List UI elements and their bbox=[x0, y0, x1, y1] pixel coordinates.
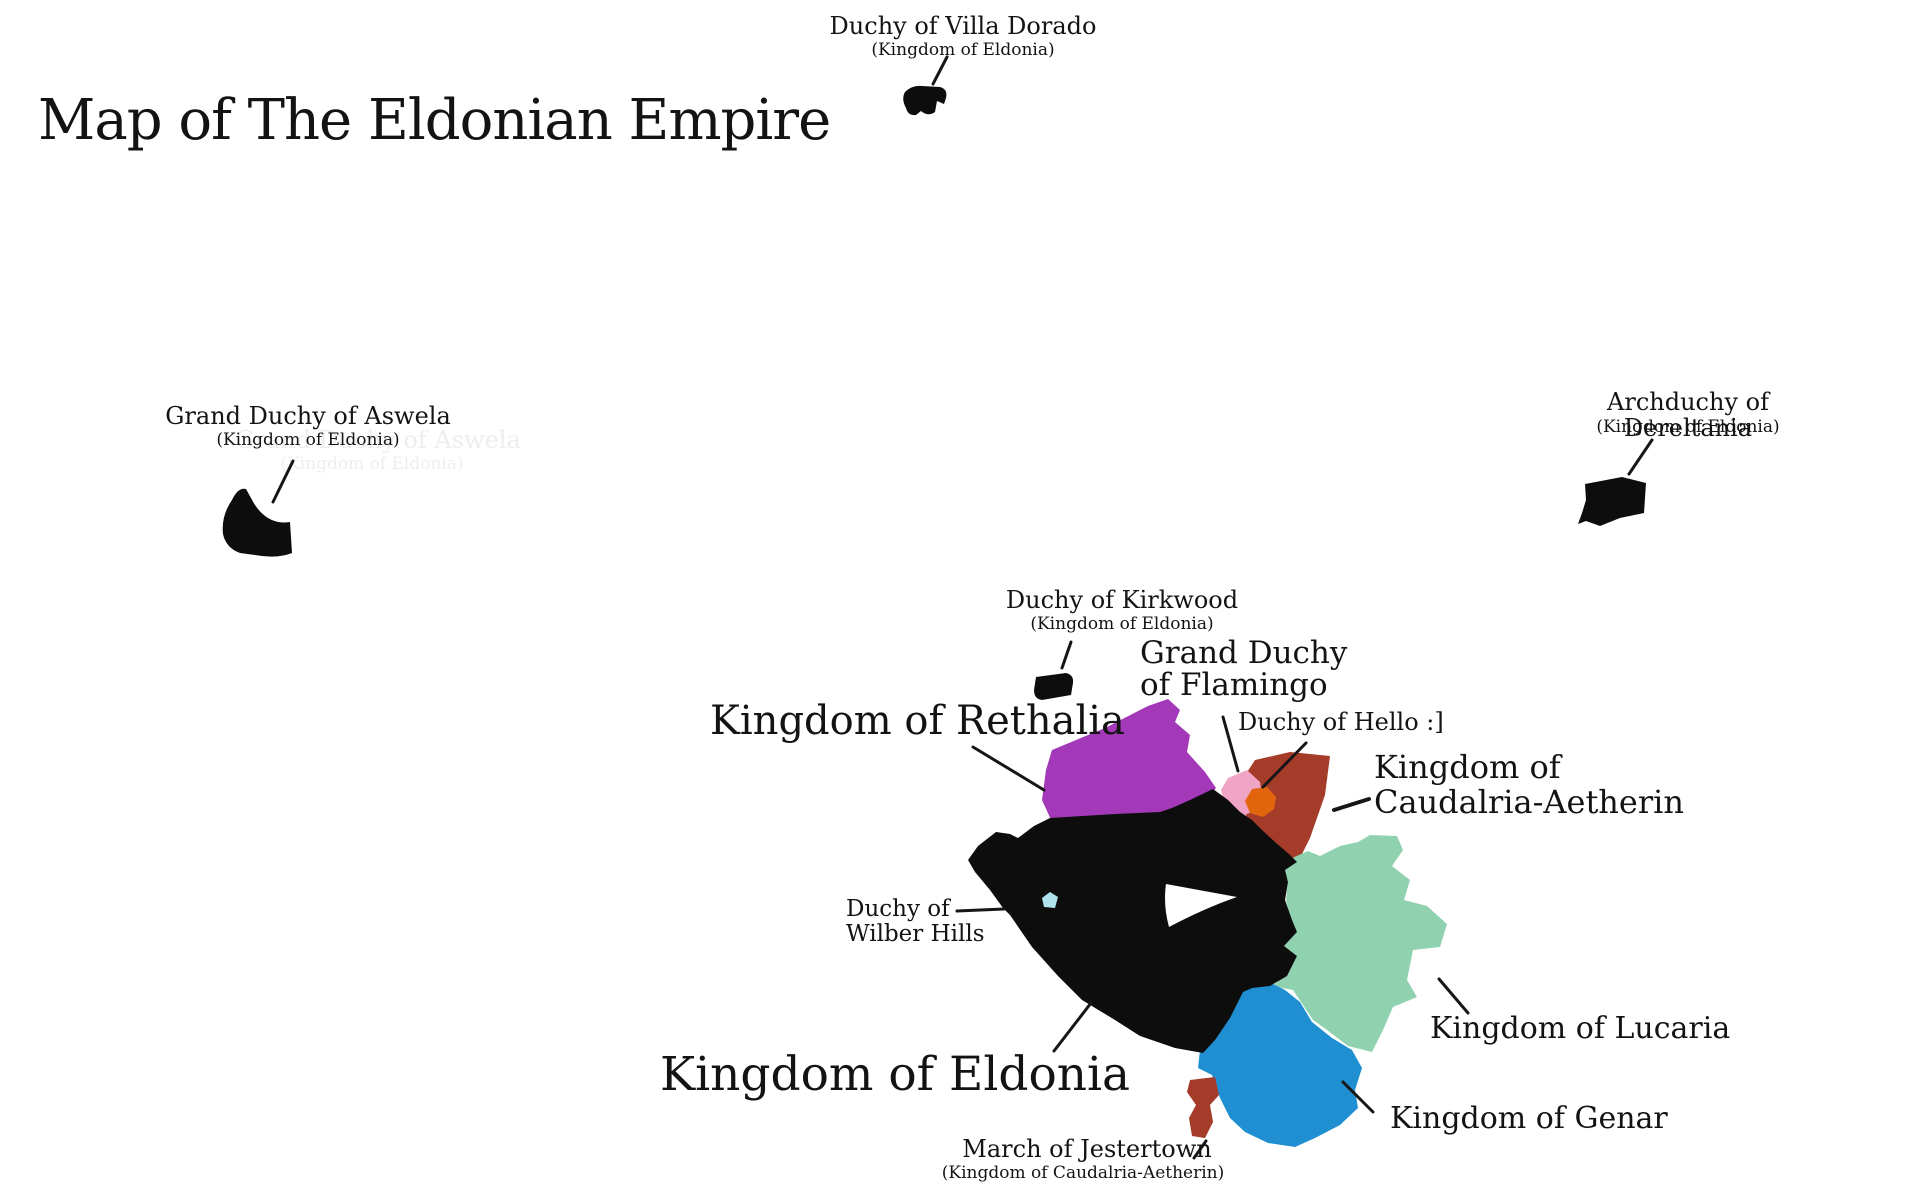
genar-label: Kingdom of Genar bbox=[1390, 1101, 1668, 1136]
region-eldonia-shape bbox=[968, 789, 1297, 1053]
villa-dorado-pointer-line bbox=[931, 55, 949, 86]
villa-dorado-sublabel: (Kingdom of Eldonia) bbox=[871, 40, 1055, 60]
wilber-pointer-line bbox=[955, 907, 1006, 913]
eldonia-label: Kingdom of Eldonia bbox=[660, 1047, 1131, 1102]
hello-pointer-line bbox=[1261, 741, 1308, 789]
aswela-label: Grand Duchy of Aswela bbox=[165, 402, 451, 430]
rethalia-pointer-line bbox=[971, 745, 1046, 792]
lucaria-label: Kingdom of Lucaria bbox=[1430, 1011, 1731, 1046]
rethalia-label: Kingdom of Rethalia bbox=[710, 698, 1125, 744]
map-title: Map of The Eldonian Empire bbox=[38, 88, 831, 153]
aswela-pointer-line bbox=[271, 459, 295, 504]
region-wilber-shape bbox=[1042, 892, 1058, 908]
region-kirkwood-shape bbox=[1034, 673, 1074, 700]
villa-dorado-label: Duchy of Villa Dorado bbox=[829, 12, 1097, 40]
kirkwood-sublabel: (Kingdom of Eldonia) bbox=[1030, 614, 1214, 634]
flamingo-pointer-line bbox=[1221, 715, 1240, 773]
region-genar-shape bbox=[1198, 980, 1362, 1147]
caudalria-pointer-line bbox=[1332, 797, 1371, 812]
aswela-ghost-sublabel: (Kingdom of Eldonia) bbox=[280, 454, 464, 474]
lucaria-pointer-line bbox=[1437, 977, 1470, 1015]
region-caudalria-shape bbox=[1240, 752, 1330, 864]
region-rethalia-shape bbox=[1042, 699, 1216, 822]
flamingo-label: Grand Duchy of Flamingo bbox=[1140, 635, 1348, 703]
region-jestertown-shape bbox=[1187, 1077, 1219, 1138]
pointer-lines bbox=[271, 55, 1654, 1160]
jestertown-pointer-line bbox=[1192, 1139, 1208, 1160]
region-lucaria-shape bbox=[1272, 835, 1447, 1052]
region-villa-dorado-shape bbox=[903, 85, 947, 116]
jestertown-label: March of Jestertown bbox=[962, 1135, 1212, 1163]
dereltania-pointer-line bbox=[1627, 438, 1654, 476]
hello-label: Duchy of Hello :] bbox=[1238, 708, 1444, 736]
dereltania-sublabel: (Kingdom of Eldonia) bbox=[1596, 417, 1780, 437]
region-hello-shape bbox=[1245, 787, 1276, 817]
kirkwood-label: Duchy of Kirkwood bbox=[1005, 586, 1239, 614]
eldonia-lake-shape bbox=[1165, 884, 1237, 927]
aswela-sublabel: (Kingdom of Eldonia) bbox=[216, 430, 400, 450]
region-aswela-shape bbox=[222, 488, 292, 557]
wilber-label: Duchy of Wilber Hills bbox=[846, 896, 985, 947]
dereltania-label: Archduchy of Dereltania bbox=[1607, 388, 1769, 442]
kirkwood-pointer-line bbox=[1060, 640, 1073, 670]
genar-pointer-line bbox=[1341, 1080, 1375, 1114]
region-dereltania-shape bbox=[1578, 477, 1646, 526]
caudalria-label: Kingdom of Caudalria-Aetherin bbox=[1374, 748, 1684, 821]
jestertown-sublabel: (Kingdom of Caudalria-Aetherin) bbox=[941, 1163, 1225, 1183]
eldonia-pointer-line bbox=[1052, 1001, 1093, 1053]
aswela-ghost-label: Grand Duchy of Aswela bbox=[235, 426, 521, 454]
